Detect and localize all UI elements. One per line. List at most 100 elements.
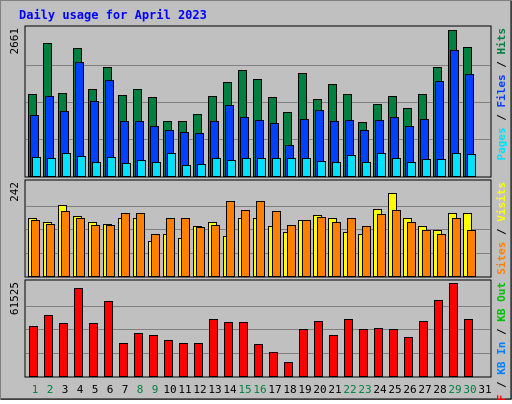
bar <box>284 362 293 377</box>
x-tick-label: 6 <box>107 383 114 396</box>
axis-legend-part: / <box>495 322 508 342</box>
bar <box>332 162 341 177</box>
bar <box>407 162 416 177</box>
bar <box>362 226 371 277</box>
bar <box>107 157 116 177</box>
bar <box>452 153 461 177</box>
axis-legend: Pages / Files / Hits <box>495 28 508 161</box>
x-tick-label: 8 <box>137 383 144 396</box>
bar <box>29 326 38 377</box>
bar <box>211 225 220 277</box>
bar <box>209 319 218 377</box>
bar <box>32 157 41 177</box>
bar <box>464 319 473 377</box>
bar <box>314 321 323 377</box>
x-tick-label: 15 <box>238 383 251 396</box>
bar <box>404 337 413 377</box>
panel-visits_sites: 242 Sites / Visits <box>8 179 508 278</box>
bar <box>62 153 71 177</box>
axis-legend-part: Visits <box>495 182 508 222</box>
x-tick-label: 31 <box>478 383 491 396</box>
x-tick-label: 13 <box>208 383 221 396</box>
bar <box>77 156 86 177</box>
x-tick-label: 26 <box>403 383 416 396</box>
bar <box>179 343 188 377</box>
bar <box>392 158 401 177</box>
axis-legend-part: Hits <box>495 28 508 55</box>
panel-kbytes: 61525KB F / KB In / KB Out <box>8 279 508 404</box>
x-tick-label: 28 <box>433 383 446 396</box>
axis-legend-part: / <box>495 55 508 75</box>
bar <box>242 158 251 177</box>
bar <box>287 158 296 177</box>
bar <box>437 159 446 177</box>
bar <box>257 158 266 177</box>
bar <box>194 343 203 377</box>
axis-legend: KB F / KB In / KB Out <box>495 282 508 400</box>
x-tick-label: 19 <box>298 383 311 396</box>
bar <box>212 158 221 177</box>
axis-legend-part: Pages <box>495 127 508 160</box>
x-axis-labels: 1 2 3 4 5 6 7 8 9 10 11 12 13 14 15 16 17 18 19 20 21 22 23 24 2… <box>32 383 492 396</box>
bar <box>152 162 161 177</box>
x-tick-label: 2 <box>47 383 54 396</box>
x-tick-label: 14 <box>223 383 237 396</box>
bar <box>151 234 160 277</box>
bar <box>149 335 158 377</box>
y-max-label: 61525 <box>8 282 21 315</box>
x-tick-label: 9 <box>152 383 159 396</box>
bar <box>119 343 128 377</box>
x-tick-label: 7 <box>122 383 129 396</box>
bar <box>299 329 308 377</box>
x-tick-label: 22 <box>343 383 356 396</box>
bar <box>344 319 353 377</box>
bar <box>224 322 233 377</box>
x-tick-label: 3 <box>62 383 69 396</box>
bar <box>91 225 100 277</box>
x-tick-label: 12 <box>193 383 206 396</box>
series-files <box>30 50 474 177</box>
bar <box>272 211 281 277</box>
bar <box>347 155 356 177</box>
bar <box>74 288 83 377</box>
x-tick-label: 25 <box>388 383 401 396</box>
bar <box>419 321 428 377</box>
bar <box>254 344 263 377</box>
bar <box>317 217 326 277</box>
series-kb-f <box>29 283 473 377</box>
x-tick-label: 10 <box>163 383 176 396</box>
bar <box>272 158 281 177</box>
bar <box>407 222 416 277</box>
bar <box>47 158 56 177</box>
bar <box>287 225 296 277</box>
bar <box>347 218 356 277</box>
bar <box>226 201 235 277</box>
bar <box>92 162 101 177</box>
bar <box>76 218 85 277</box>
bar <box>392 210 401 277</box>
axis-legend-part: KB Out <box>495 282 508 322</box>
panel-hits_files_pages: 2661 Pages / Files / Hits <box>8 25 508 178</box>
bar <box>359 329 368 377</box>
x-tick-label: 27 <box>418 383 431 396</box>
bar <box>166 218 175 277</box>
axis-legend: Sites / Visits <box>495 182 508 275</box>
x-tick-label: 24 <box>373 383 387 396</box>
bar <box>362 162 371 177</box>
bar <box>31 220 40 277</box>
x-tick-label: 23 <box>358 383 371 396</box>
series-pages <box>32 153 476 177</box>
bar <box>452 218 461 277</box>
bar <box>106 225 115 277</box>
bar <box>167 153 176 177</box>
axis-legend-part: Files <box>495 74 508 107</box>
axis-legend-part: / <box>495 222 508 242</box>
bar <box>449 283 458 377</box>
bar <box>332 222 341 277</box>
x-tick-label: 4 <box>77 383 84 396</box>
bar <box>121 213 130 277</box>
x-tick-label: 5 <box>92 383 99 396</box>
